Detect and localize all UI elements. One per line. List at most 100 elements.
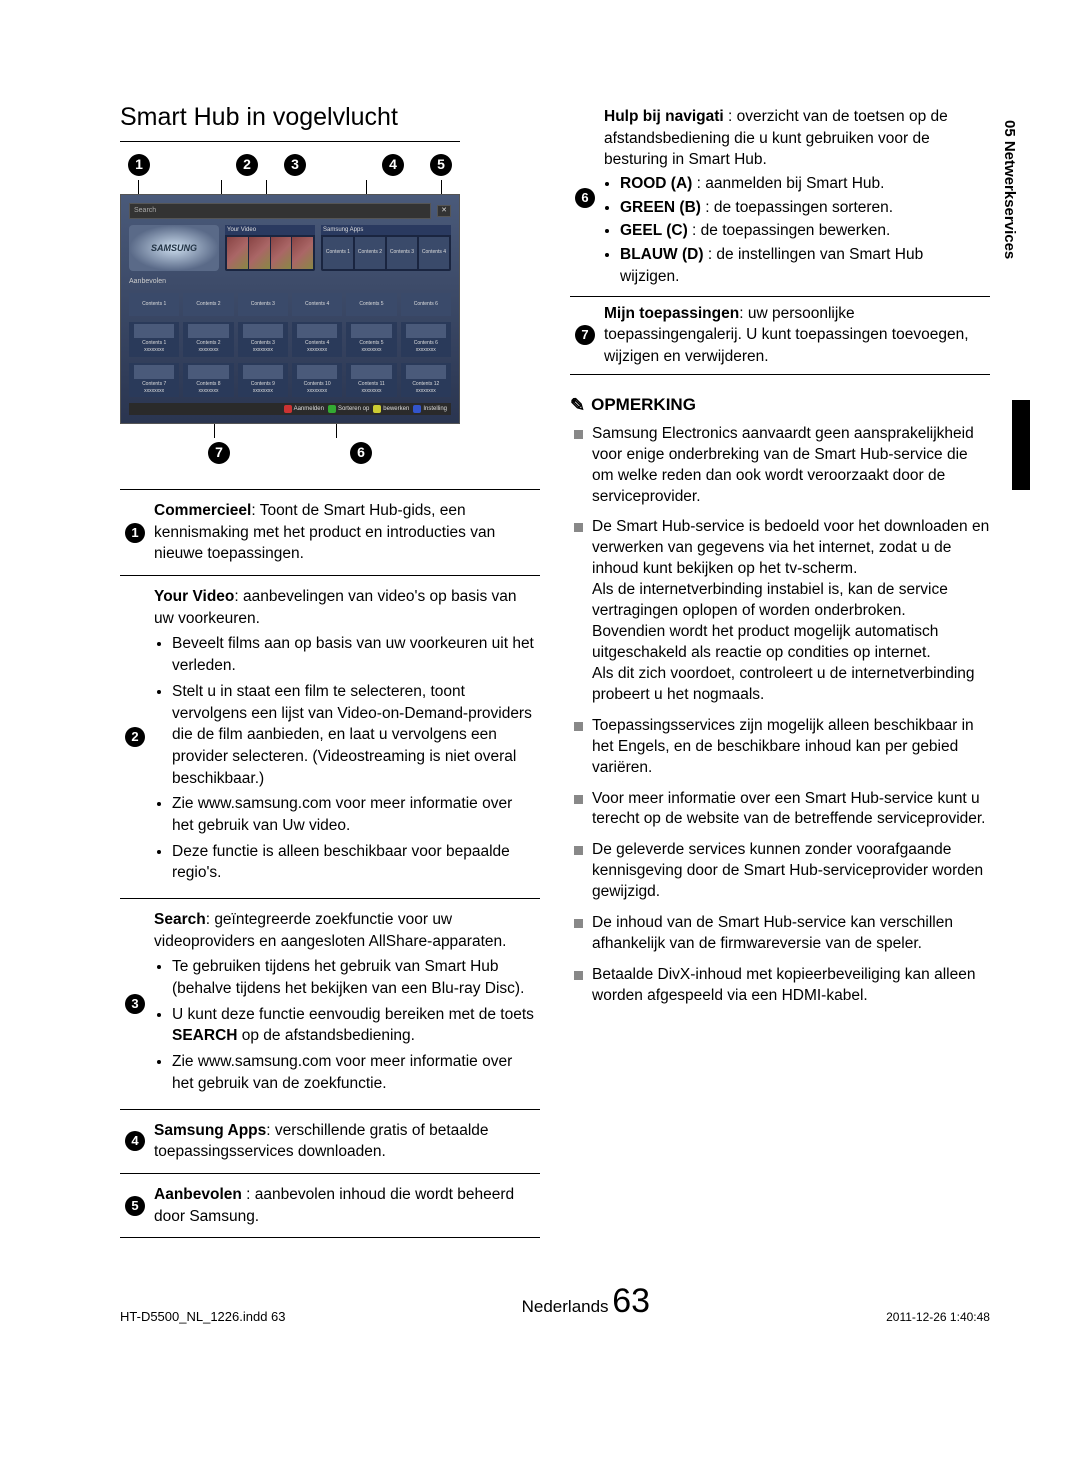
grid-row-1: Contents 1xxxxxxxx Contents 2xxxxxxxx Co… bbox=[129, 322, 451, 356]
desc-text: Aanbevolen : aanbevolen inhoud die wordt… bbox=[150, 1173, 540, 1237]
smarthub-screenshot: Search ✕ SAMSUNG Your Video Samsung Apps bbox=[120, 194, 460, 424]
grid-row-2: Contents 7xxxxxxxx Contents 8xxxxxxxx Co… bbox=[129, 363, 451, 397]
desc-number: 2 bbox=[120, 576, 150, 899]
grid-card: Contents 7xxxxxxxx bbox=[129, 363, 179, 397]
app-tile: Contents 2 bbox=[355, 237, 385, 269]
desc-row: 7Mijn toepassingen: uw persoonlijke toep… bbox=[570, 296, 990, 374]
desc-row: 6Hulp bij navigati : overzicht van de to… bbox=[570, 100, 990, 296]
content-tile: Contents 4 bbox=[292, 293, 342, 317]
recommended-row: Contents 1 Contents 2 Contents 3 Content… bbox=[129, 293, 451, 317]
desc-text: Commercieel: Toont de Smart Hub-gids, ee… bbox=[150, 490, 540, 576]
grid-card: Contents 1xxxxxxxx bbox=[129, 322, 179, 356]
grid-card: Contents 10xxxxxxxx bbox=[292, 363, 342, 397]
callout-2: 2 bbox=[236, 154, 258, 176]
grid-card: Contents 6xxxxxxxx bbox=[401, 322, 451, 356]
desc-number: 3 bbox=[120, 899, 150, 1110]
yellow-c-icon bbox=[373, 405, 381, 413]
desc-text: Mijn toepassingen: uw persoonlijke toepa… bbox=[600, 296, 990, 374]
note-item: De Smart Hub-service is bedoeld voor het… bbox=[570, 517, 990, 705]
page-language: Nederlands bbox=[522, 1297, 609, 1316]
desc-row: 1Commercieel: Toont de Smart Hub-gids, e… bbox=[120, 490, 540, 576]
your-video-panel: Your Video bbox=[225, 225, 315, 271]
desc-number: 1 bbox=[120, 490, 150, 576]
recommended-label: Aanbevolen bbox=[129, 277, 451, 287]
callout-1: 1 bbox=[128, 154, 150, 176]
grid-card: Contents 11xxxxxxxx bbox=[346, 363, 396, 397]
grid-card: Contents 3xxxxxxxx bbox=[238, 322, 288, 356]
btn-d-label: Instelling bbox=[423, 405, 447, 413]
grid-card: Contents 5xxxxxxxx bbox=[346, 322, 396, 356]
content-tile: Contents 1 bbox=[129, 293, 179, 317]
grid-card: Contents 2xxxxxxxx bbox=[183, 322, 233, 356]
screenshot-with-callouts: 1 2 3 4 5 Search ✕ SA bbox=[120, 154, 460, 464]
leader-lines-bottom bbox=[138, 424, 442, 438]
btn-b-label: Sorteren op bbox=[338, 405, 369, 413]
btn-a-label: Aanmelden bbox=[294, 405, 324, 413]
color-button-bar: Aanmelden Sorteren op bewerken Instellin… bbox=[129, 403, 451, 415]
red-a-icon bbox=[284, 405, 292, 413]
page-footer: HT-D5500_NL_1226.indd 63 Nederlands 63 2… bbox=[120, 1278, 990, 1326]
note-item: Betaalde DivX-inhoud met kopieerbeveilig… bbox=[570, 965, 990, 1007]
callout-7: 7 bbox=[208, 442, 230, 464]
grid-card: Contents 12xxxxxxxx bbox=[401, 363, 451, 397]
desc-row: 3Search: geïntegreerde zoekfunctie voor … bbox=[120, 899, 540, 1110]
callout-5: 5 bbox=[430, 154, 452, 176]
desc-number: 6 bbox=[570, 100, 600, 296]
content-tile: Contents 2 bbox=[183, 293, 233, 317]
desc-text: Search: geïntegreerde zoekfunctie voor u… bbox=[150, 899, 540, 1110]
blue-d-icon bbox=[413, 405, 421, 413]
thumb-tab bbox=[1012, 400, 1030, 490]
brand-logo: SAMSUNG bbox=[129, 225, 219, 271]
indd-filename: HT-D5500_NL_1226.indd 63 bbox=[120, 1308, 286, 1326]
desc-row: 5Aanbevolen : aanbevolen inhoud die word… bbox=[120, 1173, 540, 1237]
left-column: Smart Hub in vogelvlucht 1 2 3 4 5 bbox=[120, 100, 540, 1238]
desc-text: Hulp bij navigati : overzicht van de toe… bbox=[600, 100, 990, 296]
your-video-label: Your Video bbox=[225, 225, 315, 235]
note-item: Voor meer informatie over een Smart Hub-… bbox=[570, 789, 990, 831]
desc-number: 5 bbox=[120, 1173, 150, 1237]
left-description-table: 1Commercieel: Toont de Smart Hub-gids, e… bbox=[120, 489, 540, 1238]
desc-text: Your Video: aanbevelingen van video's op… bbox=[150, 576, 540, 899]
samsung-apps-panel: Samsung Apps Contents 1 Contents 2 Conte… bbox=[321, 225, 451, 271]
desc-row: 2Your Video: aanbevelingen van video's o… bbox=[120, 576, 540, 899]
grid-card: Contents 9xxxxxxxx bbox=[238, 363, 288, 397]
desc-number: 4 bbox=[120, 1109, 150, 1173]
content-tile: Contents 3 bbox=[238, 293, 288, 317]
title-rule bbox=[120, 141, 460, 142]
app-tile: Contents 4 bbox=[419, 237, 449, 269]
grid-card: Contents 4xxxxxxxx bbox=[292, 322, 342, 356]
content-tile: Contents 5 bbox=[346, 293, 396, 317]
btn-c-label: bewerken bbox=[383, 405, 409, 413]
app-tile: Contents 3 bbox=[387, 237, 417, 269]
note-item: Toepassingsservices zijn mogelijk alleen… bbox=[570, 716, 990, 779]
note-item: De inhoud van de Smart Hub-service kan v… bbox=[570, 913, 990, 955]
right-description-table: 6Hulp bij navigati : overzicht van de to… bbox=[570, 100, 990, 375]
callout-6: 6 bbox=[350, 442, 372, 464]
desc-number: 7 bbox=[570, 296, 600, 374]
desc-row: 4Samsung Apps: verschillende gratis of b… bbox=[120, 1109, 540, 1173]
callout-4: 4 bbox=[382, 154, 404, 176]
note-list: Samsung Electronics aanvaardt geen aansp… bbox=[570, 424, 990, 1007]
app-tile: Contents 1 bbox=[323, 237, 353, 269]
green-b-icon bbox=[328, 405, 336, 413]
desc-text: Samsung Apps: verschillende gratis of be… bbox=[150, 1109, 540, 1173]
callout-3: 3 bbox=[284, 154, 306, 176]
note-heading-text: OPMERKING bbox=[591, 393, 696, 417]
note-item: De geleverde services kunnen zonder voor… bbox=[570, 840, 990, 903]
content-tile: Contents 6 bbox=[401, 293, 451, 317]
manual-page: 05 Netwerkservices Smart Hub in vogelvlu… bbox=[0, 0, 1080, 1366]
note-item: Samsung Electronics aanvaardt geen aansp… bbox=[570, 424, 990, 508]
callouts-top: 1 2 3 4 5 bbox=[120, 154, 460, 176]
right-column: 6Hulp bij navigati : overzicht van de to… bbox=[570, 100, 990, 1238]
print-timestamp: 2011-12-26 1:40:48 bbox=[886, 1309, 990, 1326]
section-tab: 05 Netwerkservices bbox=[999, 120, 1020, 259]
note-icon: ✎ bbox=[570, 393, 585, 418]
leader-lines-top bbox=[138, 180, 442, 194]
callouts-bottom: 7 6 bbox=[120, 442, 460, 464]
page-number: 63 bbox=[612, 1282, 650, 1320]
close-icon: ✕ bbox=[437, 205, 451, 217]
two-column-layout: Smart Hub in vogelvlucht 1 2 3 4 5 bbox=[120, 100, 990, 1238]
section-title: Smart Hub in vogelvlucht bbox=[120, 100, 540, 135]
samsung-apps-label: Samsung Apps bbox=[321, 225, 451, 235]
search-bar: Search bbox=[129, 203, 431, 219]
